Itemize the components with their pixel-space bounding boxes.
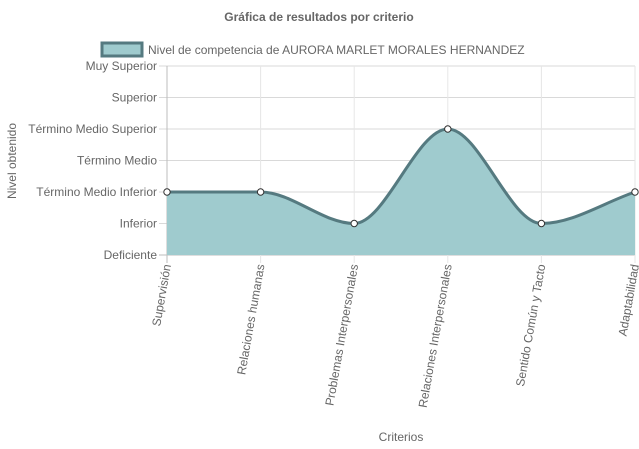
data-point[interactable] — [631, 188, 639, 196]
x-tick-label: Adaptabilidad — [616, 263, 639, 337]
x-tick-label: Problemas Interpersonales — [322, 263, 361, 407]
data-point[interactable] — [350, 219, 358, 228]
y-tick-label: Superior — [112, 91, 157, 105]
y-tick-label: Inferior — [120, 217, 157, 231]
x-tick-label: Supervisión — [149, 263, 174, 327]
x-tick-label: Sentido Común y Tacto — [513, 263, 548, 388]
data-point[interactable] — [256, 188, 265, 196]
series-area — [167, 129, 635, 255]
data-point[interactable] — [444, 125, 452, 133]
y-axis-title: Nivel obtenido — [5, 123, 19, 199]
legend-label[interactable]: Nivel de competencia de AURORA MARLET MO… — [148, 43, 525, 57]
y-axis-labels: Deficiente Inferior Término Medio Inferior… — [28, 59, 157, 262]
data-point[interactable] — [163, 188, 171, 196]
y-tick-label: Muy Superior — [86, 59, 157, 73]
x-axis-title: Criterios — [379, 430, 424, 444]
x-tick-label: Relaciones humanas — [234, 263, 267, 376]
data-point[interactable] — [537, 219, 546, 228]
data-points[interactable] — [163, 125, 639, 228]
y-tick-label: Término Medio Inferior — [36, 185, 157, 199]
x-tick-label: Relaciones Interpersonales — [416, 263, 455, 409]
y-tick-label: Deficiente — [104, 248, 158, 262]
y-tick-label: Término Medio — [77, 154, 157, 168]
x-axis-labels: Supervisión Relaciones humanas Problemas I… — [149, 263, 639, 409]
legend[interactable]: Nivel de competencia de AURORA MARLET MO… — [100, 41, 525, 58]
legend-swatch[interactable] — [100, 41, 144, 58]
y-tick-label: Término Medio Superior — [28, 122, 157, 136]
chart-title: Gráfica de resultados por criterio — [224, 10, 413, 24]
